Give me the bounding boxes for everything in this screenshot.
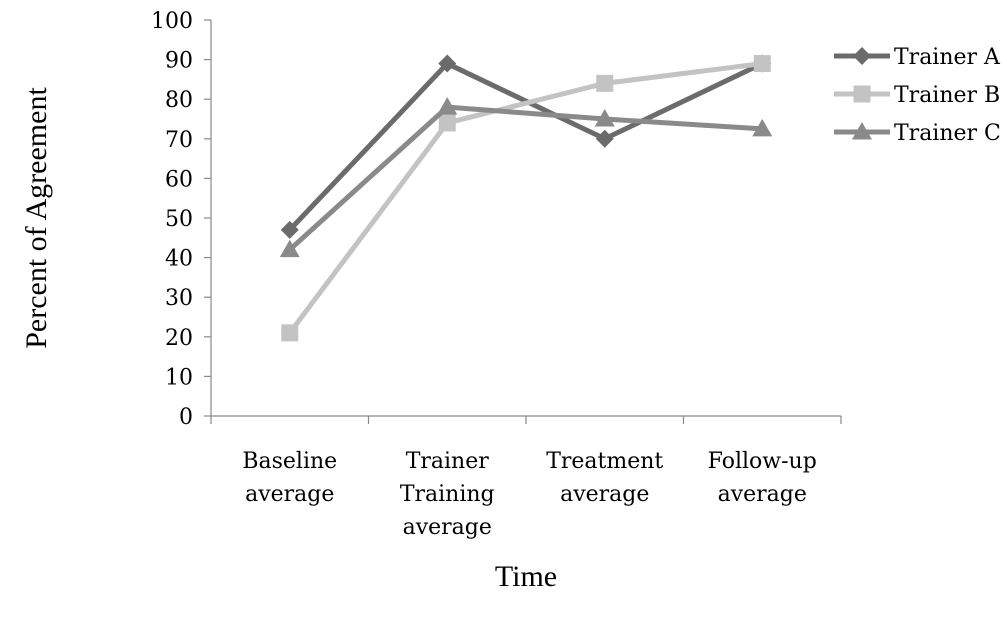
series-line [287, 61, 763, 335]
y-tick-label: 10 [165, 365, 193, 390]
y-tick-label: 70 [165, 128, 193, 153]
x-axis-title: Time [495, 560, 557, 593]
y-tick-label: 50 [165, 207, 193, 232]
y-tick-label: 80 [165, 88, 193, 113]
legend-label: Trainer B [894, 83, 1000, 108]
series-line [288, 104, 763, 252]
axes: 0 10 20 30 40 50 60 70 80 90 100 Baseline average Tra… [151, 9, 842, 540]
legend-label: Trainer A [894, 45, 1001, 70]
legend-marker [852, 122, 872, 140]
legend-item: Trainer B [834, 83, 1000, 108]
data-point [280, 220, 299, 239]
legend: Trainer A Trainer B Trainer C [834, 45, 1001, 146]
data-point [281, 324, 299, 342]
legend-marker [853, 47, 871, 65]
data-point [595, 129, 614, 148]
data-point [438, 54, 457, 73]
legend-item: Trainer A [834, 45, 1001, 70]
y-axis-title: Percent of Agreement [20, 87, 53, 349]
series-trainer-a [280, 54, 772, 239]
series-trainer-b [281, 55, 771, 342]
series-line [287, 61, 764, 232]
series-trainer-c [279, 97, 773, 258]
data-point [594, 109, 615, 127]
legend-item: Trainer C [834, 121, 1001, 146]
y-tick-label: 30 [165, 286, 193, 311]
x-category-label: Follow-up average [708, 449, 817, 507]
y-tick-label: 20 [165, 326, 193, 351]
y-tick-label: 0 [179, 405, 193, 430]
legend-marker [853, 85, 871, 103]
y-tick-label: 60 [165, 167, 193, 192]
x-category-label: Trainer Training average [400, 449, 495, 540]
x-category-label: Treatment average [546, 449, 663, 507]
legend-label: Trainer C [894, 121, 1001, 146]
y-tick-label: 40 [165, 247, 193, 272]
data-point [437, 97, 458, 115]
x-category-label: Baseline average [242, 449, 337, 507]
y-tick-label: 100 [151, 9, 193, 34]
y-tick-label: 90 [165, 49, 193, 74]
data-point [596, 74, 614, 92]
data-point [752, 118, 773, 137]
data-point [279, 239, 300, 258]
data-point [753, 55, 771, 73]
series-layer [279, 54, 773, 342]
data-point [438, 114, 456, 132]
